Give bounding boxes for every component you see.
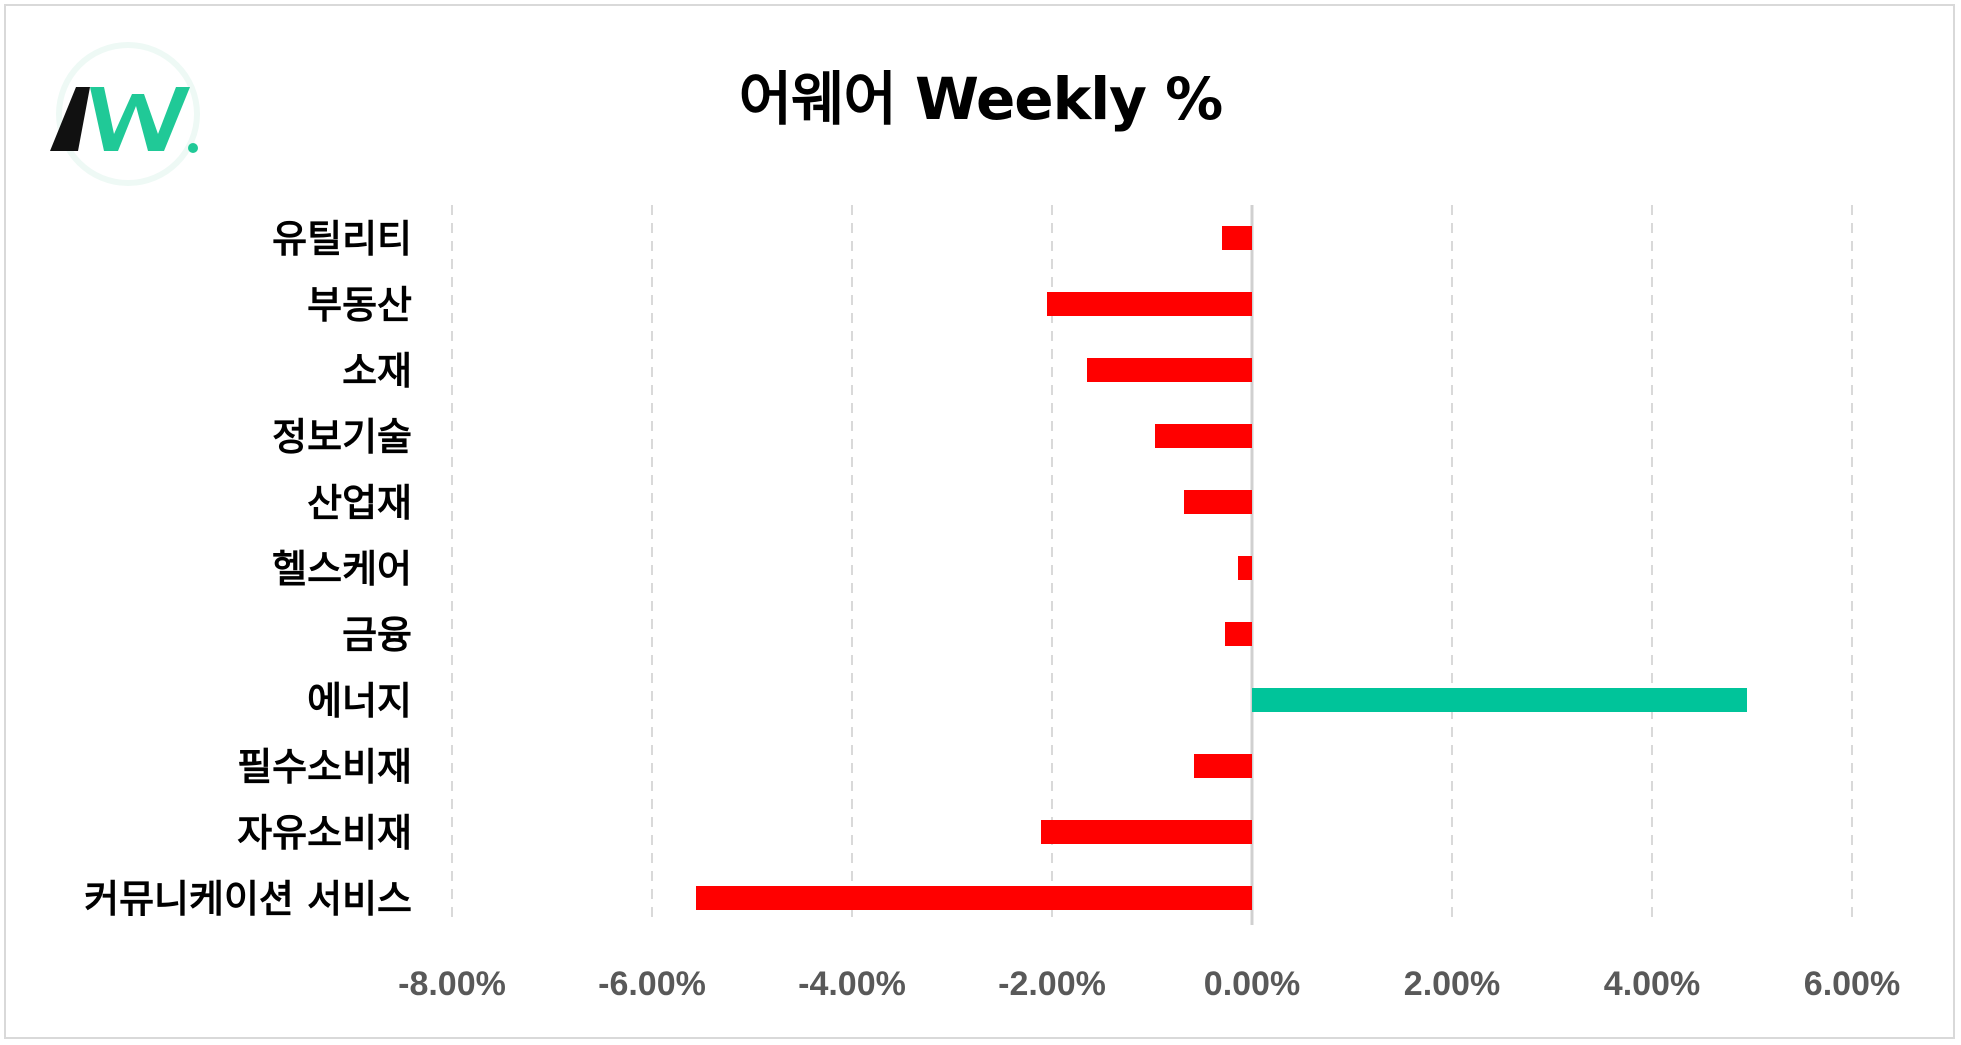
bar: [1087, 358, 1252, 382]
category-label: 필수소비재: [237, 745, 412, 789]
bar: [1155, 424, 1252, 448]
category-label: 자유소비재: [237, 811, 412, 855]
category-label: 부동산: [307, 283, 412, 327]
bar: [1041, 820, 1252, 844]
x-tick-label: 4.00%: [1604, 965, 1700, 1003]
bar: [1252, 688, 1747, 712]
x-tick-label: 2.00%: [1404, 965, 1500, 1003]
x-tick-label: -6.00%: [598, 965, 706, 1003]
category-label: 헬스케어: [272, 547, 412, 591]
x-tick-label: -8.00%: [398, 965, 506, 1003]
category-label: 유틸리티: [272, 217, 412, 261]
bar: [696, 886, 1252, 910]
category-label: 에너지: [307, 679, 412, 723]
chart-title: 어웨어 Weekly %: [738, 65, 1223, 133]
x-tick-label: -2.00%: [998, 965, 1106, 1003]
bar: [1194, 754, 1252, 778]
bar: [1184, 490, 1252, 514]
category-label: 소재: [342, 349, 412, 393]
bar: [1047, 292, 1252, 316]
x-tick-label: 6.00%: [1804, 965, 1900, 1003]
x-tick-label: -4.00%: [798, 965, 906, 1003]
aw-logo: [40, 34, 215, 192]
bar: [1238, 556, 1252, 580]
chart-frame: [4, 4, 1955, 1039]
bar: [1225, 622, 1252, 646]
bar: [1222, 226, 1252, 250]
x-tick-label: 0.00%: [1204, 965, 1300, 1003]
category-label: 커뮤니케이션 서비스: [84, 877, 412, 921]
category-label: 정보기술: [272, 415, 412, 459]
category-label: 산업재: [307, 481, 412, 525]
category-label: 금융: [342, 613, 412, 657]
